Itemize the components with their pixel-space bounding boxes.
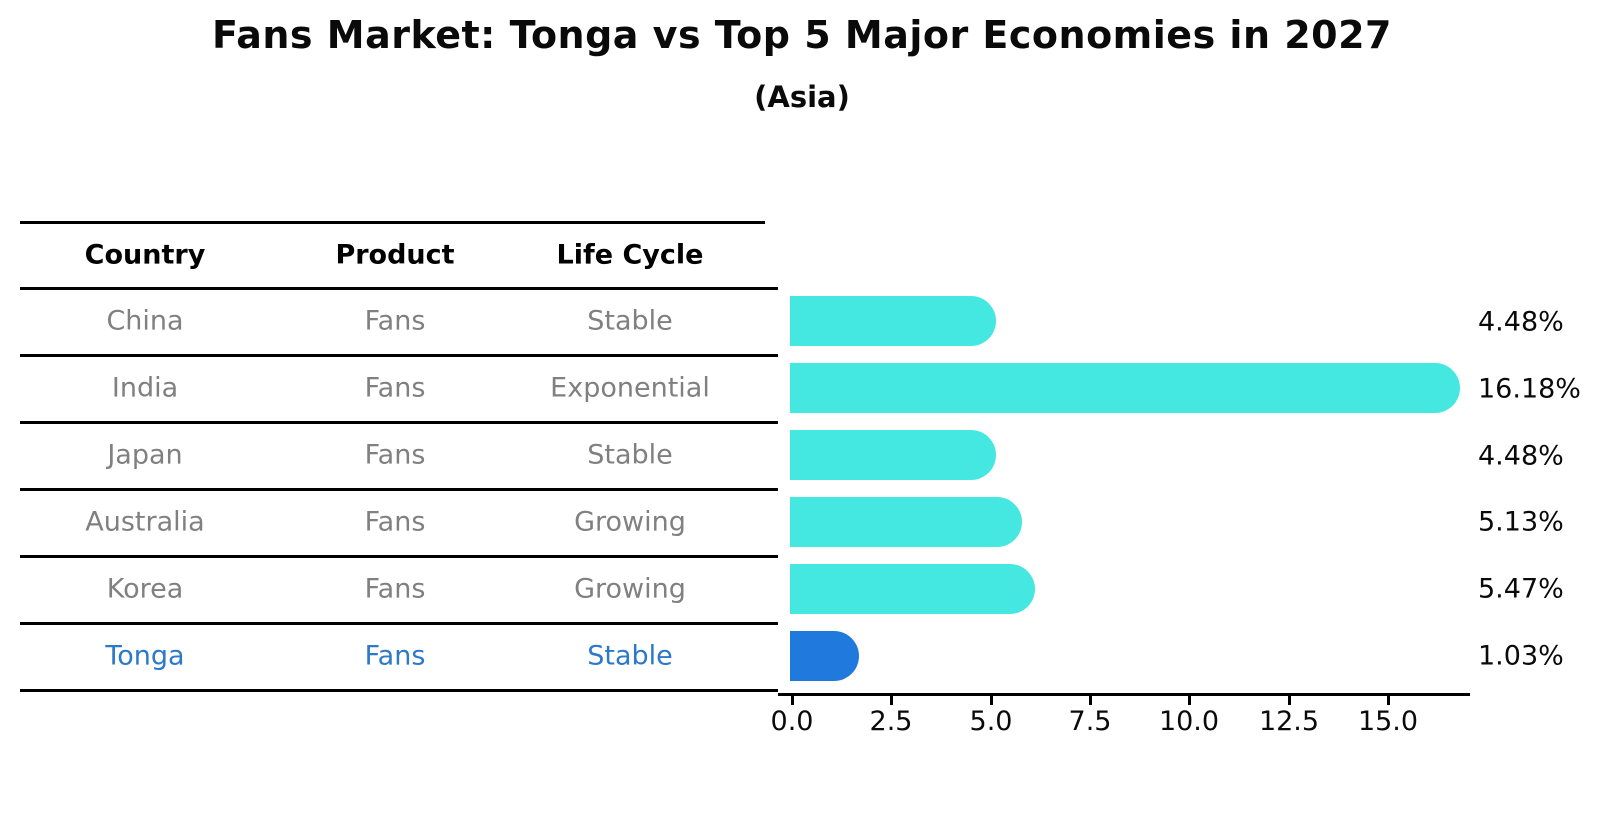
table-cell-country: India <box>111 372 179 404</box>
x-tick-label: 12.5 <box>1258 706 1320 737</box>
column-header-product: Product <box>335 239 455 271</box>
bar-value-label: 4.48% <box>1478 306 1564 338</box>
table-line <box>20 421 765 424</box>
bar-value-label: 16.18% <box>1478 373 1581 405</box>
table-cell-product: Fans <box>364 439 426 471</box>
bar-australia <box>790 497 1022 547</box>
bar-china <box>790 296 996 346</box>
table-cell-product: Fans <box>364 372 426 404</box>
table-line <box>20 221 765 224</box>
table-cell-country: Korea <box>106 573 184 605</box>
table-cell-product: Fans <box>364 573 426 605</box>
x-tick-label: 7.5 <box>1068 706 1112 737</box>
x-axis-line <box>778 693 1470 696</box>
table-line <box>20 354 765 357</box>
table-cell-product: Fans <box>364 506 426 538</box>
table-line <box>20 689 765 692</box>
x-tick <box>890 696 893 705</box>
table-cell-life-cycle: Exponential <box>550 372 710 404</box>
y-tick <box>764 689 778 692</box>
table-cell-country-tonga: Tonga <box>105 640 185 672</box>
column-header-country: Country <box>84 239 206 271</box>
table-cell-product: Fans <box>364 305 426 337</box>
bar-value-label: 5.13% <box>1478 506 1564 538</box>
y-tick <box>764 421 778 424</box>
x-tick <box>791 696 794 705</box>
table-cell-life-cycle: Growing <box>574 573 686 605</box>
table-line <box>20 488 765 491</box>
chart-subtitle: (Asia) <box>754 80 850 114</box>
x-tick-label: 0.0 <box>770 706 814 737</box>
table-cell-country: China <box>106 305 184 337</box>
y-tick <box>764 287 778 290</box>
table-cell-country: Australia <box>85 506 205 538</box>
bar-japan <box>790 430 996 480</box>
bar-india <box>790 363 1461 413</box>
table-cell-life-cycle-tonga: Stable <box>587 640 673 672</box>
column-header-life-cycle: Life Cycle <box>556 239 704 271</box>
y-tick <box>764 622 778 625</box>
x-tick <box>990 696 993 705</box>
y-tick <box>764 488 778 491</box>
x-tick <box>1387 696 1390 705</box>
table-line <box>20 287 765 290</box>
bar-tonga <box>790 631 859 681</box>
chart-title: Fans Market: Tonga vs Top 5 Major Econom… <box>211 13 1392 57</box>
table-line <box>20 555 765 558</box>
x-tick-label: 2.5 <box>869 706 913 737</box>
bar-value-label: 5.47% <box>1478 573 1564 605</box>
x-tick-label: 10.0 <box>1158 706 1220 737</box>
table-cell-life-cycle: Growing <box>574 506 686 538</box>
y-tick <box>764 354 778 357</box>
x-tick-label: 5.0 <box>969 706 1013 737</box>
x-tick <box>1288 696 1291 705</box>
bar-value-label: 1.03% <box>1478 640 1564 672</box>
x-tick-label: 15.0 <box>1357 706 1419 737</box>
bar-value-label: 4.48% <box>1478 440 1564 472</box>
x-tick <box>1188 696 1191 705</box>
x-tick <box>1089 696 1092 705</box>
bar-korea <box>790 564 1036 614</box>
table-cell-life-cycle: Stable <box>587 439 673 471</box>
table-cell-product-tonga: Fans <box>364 640 426 672</box>
table-cell-country: Japan <box>107 439 183 471</box>
y-tick <box>764 555 778 558</box>
table-line <box>20 622 765 625</box>
table-cell-life-cycle: Stable <box>587 305 673 337</box>
